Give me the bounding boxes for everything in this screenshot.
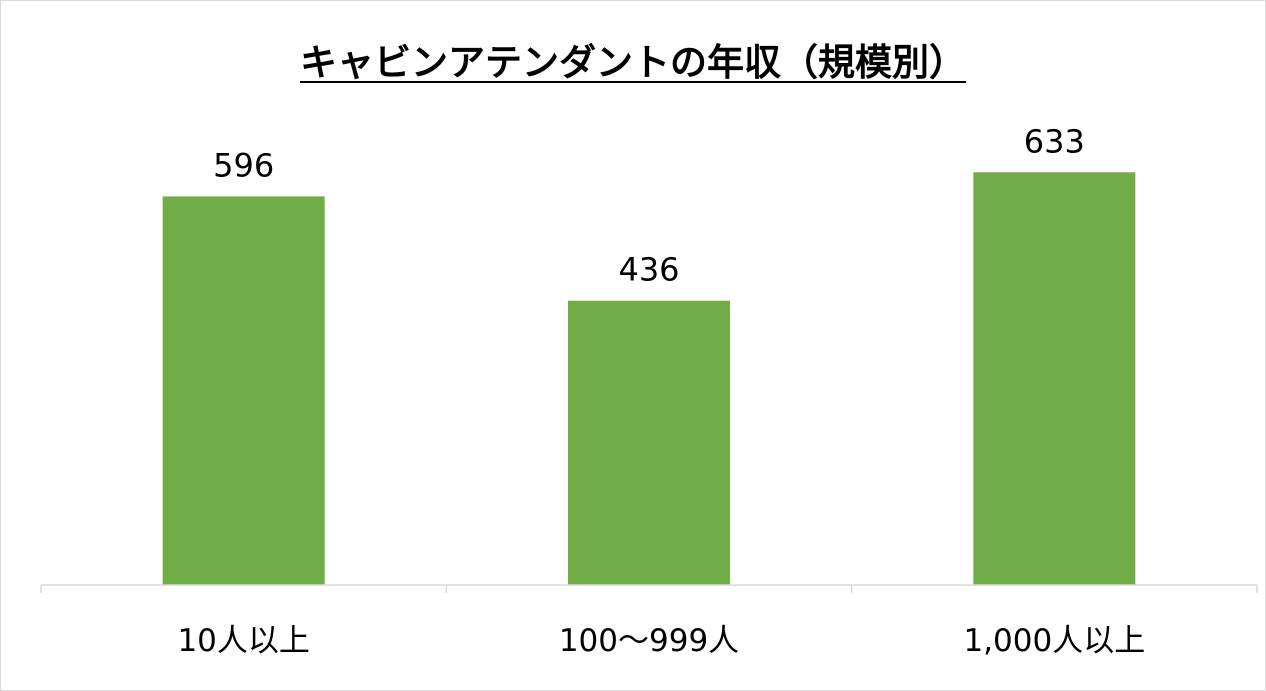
data-label: 633 [1024,122,1085,160]
data-label: 436 [618,251,679,289]
data-label: 596 [213,146,274,184]
bar [162,196,325,585]
bar [568,300,730,585]
bar [973,172,1136,585]
chart-title-text: キャビンアテンダントの年収（規模別） [300,41,966,84]
x-tick-label: 10人以上 [177,623,309,659]
x-tick-label: 100～999人 [559,623,739,659]
x-tick-label: 1,000人以上 [963,623,1145,659]
chart-title: キャビンアテンダントの年収（規模別） [1,39,1265,87]
